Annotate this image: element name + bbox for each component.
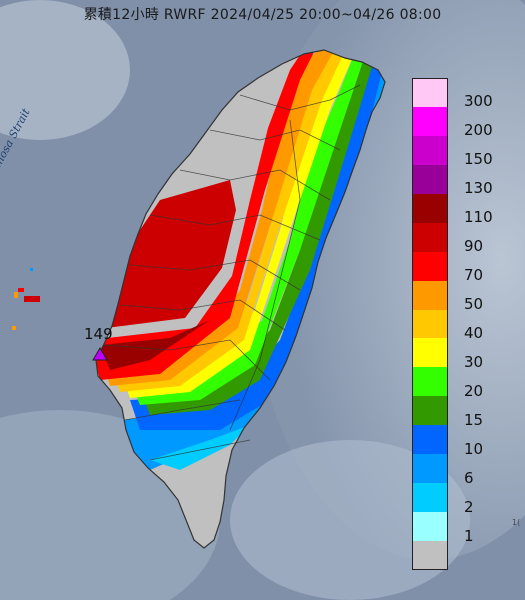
legend-label: 6	[464, 468, 474, 487]
legend-label: 10	[464, 439, 484, 458]
legend-label: 70	[464, 266, 484, 285]
legend-label: 130	[464, 179, 493, 198]
legend-swatch	[412, 425, 448, 455]
legend-label: 150	[464, 150, 493, 169]
coastline	[95, 49, 386, 549]
penghu-islands	[12, 268, 40, 330]
legend-swatch	[412, 164, 448, 194]
legend-label: 15	[464, 410, 484, 429]
rainfall-legend: 300 200 150 130 110 90 70 50 40 30 20 15 10 6 2 1	[412, 78, 506, 570]
legend-label: 20	[464, 381, 484, 400]
max-station-value: 149	[84, 325, 113, 343]
legend-swatch	[412, 193, 448, 223]
corner-text: 1(	[512, 518, 521, 527]
legend-swatch	[412, 106, 448, 136]
legend-label: 200	[464, 121, 493, 140]
legend-swatch	[412, 541, 448, 570]
legend-label: 300	[464, 92, 493, 111]
legend-swatch	[412, 309, 448, 339]
legend-swatch	[412, 280, 448, 310]
legend-swatch	[412, 483, 448, 513]
legend-label: 30	[464, 352, 484, 371]
max-station-marker[interactable]	[92, 347, 108, 361]
legend-swatch	[412, 454, 448, 484]
legend-swatch	[412, 78, 448, 107]
legend-swatch	[412, 251, 448, 281]
legend-swatch	[412, 512, 448, 542]
legend-label: 50	[464, 295, 484, 314]
legend-label: 2	[464, 497, 474, 516]
legend-swatch	[412, 222, 448, 252]
map-title: 累積12小時 RWRF 2024/04/25 20:00~04/26 08:00	[83, 7, 442, 23]
legend-swatch	[412, 338, 448, 368]
legend-label: 1	[464, 526, 474, 545]
legend-swatch	[412, 396, 448, 426]
legend-label: 40	[464, 324, 484, 342]
legend-swatch	[412, 135, 448, 165]
county-boundaries	[103, 84, 361, 461]
legend-swatch	[412, 367, 448, 397]
legend-label: 90	[464, 237, 484, 256]
legend-label: 110	[464, 208, 493, 227]
